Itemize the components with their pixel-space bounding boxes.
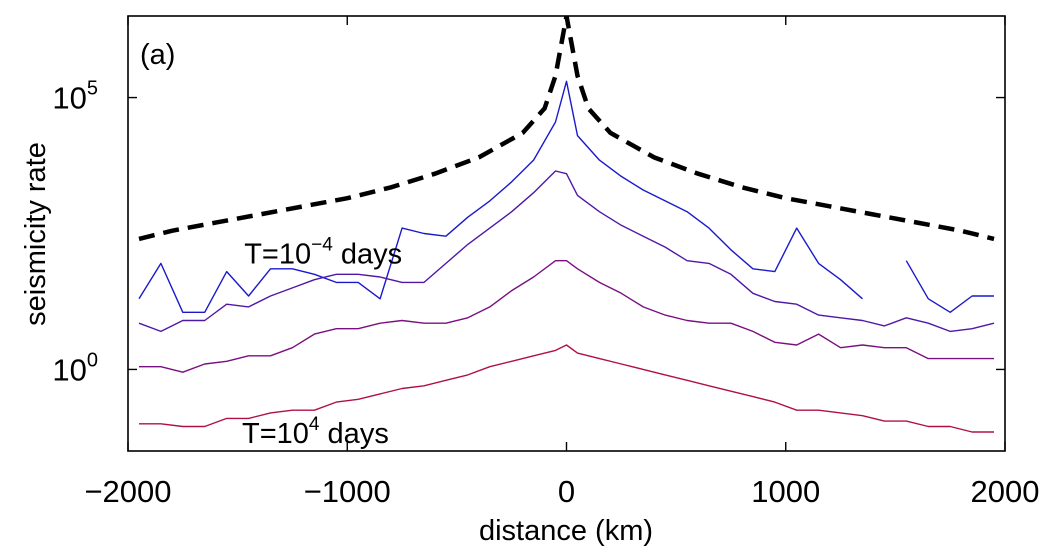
annotation-lower: T=104 days: [242, 414, 389, 450]
x-tick-label: −1000: [304, 474, 391, 509]
annotation-layer: T=10−4 days T=104 days: [242, 234, 402, 449]
x-tick-label: −2000: [84, 474, 171, 509]
annotation-upper: T=10−4 days: [244, 234, 402, 270]
reference-curve-layer: [138, 16, 995, 242]
reference-dashed-curve: [138, 16, 995, 242]
series-line-1: [138, 80, 994, 313]
x-tick-label: 2000: [971, 474, 1040, 509]
series-layer: [138, 80, 995, 433]
series-line-4: [139, 344, 994, 433]
series-line-2: [138, 170, 995, 333]
x-tick-label: 1000: [751, 474, 820, 509]
x-axis-label: distance (km): [479, 515, 653, 547]
tick-layer: −2000 −1000 0 1000 2000 100 105: [52, 16, 1039, 509]
label-layer: (a) distance (km) seismicity rate: [20, 39, 653, 547]
series-line-3: [139, 260, 994, 373]
y-axis-label: seismicity rate: [20, 142, 52, 326]
x-tick-label: 0: [558, 474, 575, 509]
y-tick-label: 100: [52, 349, 98, 387]
panel-label: (a): [140, 39, 175, 71]
y-tick-label: 105: [52, 78, 98, 116]
